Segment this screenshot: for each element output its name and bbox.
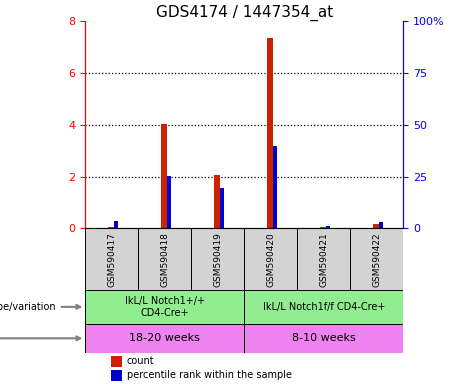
Text: GSM590419: GSM590419 [213,232,222,287]
Bar [220,188,224,228]
Bar [244,290,403,324]
Bar [191,228,244,290]
Bar [214,175,220,228]
Bar [114,221,118,228]
Bar [373,224,379,228]
Text: 18-20 weeks: 18-20 weeks [130,333,200,343]
Text: genotype/variation: genotype/variation [0,302,80,312]
Text: percentile rank within the sample: percentile rank within the sample [127,370,292,380]
Text: GSM590418: GSM590418 [160,232,169,287]
Bar [320,227,326,228]
Text: GSM590422: GSM590422 [372,232,381,286]
Text: 8-10 weeks: 8-10 weeks [292,333,356,343]
Bar [85,228,138,290]
Bar [111,370,122,381]
Text: GSM590421: GSM590421 [319,232,328,286]
Text: count: count [127,356,154,366]
Bar [379,222,383,228]
Bar [273,146,277,228]
Text: age: age [0,333,80,343]
Bar [85,324,244,353]
Bar [167,175,171,228]
Text: GSM590417: GSM590417 [107,232,116,287]
Bar [350,228,403,290]
Bar [326,227,330,228]
Bar [267,38,273,228]
Text: GSM590420: GSM590420 [266,232,275,286]
Text: IkL/L Notch1f/f CD4-Cre+: IkL/L Notch1f/f CD4-Cre+ [263,302,385,312]
Bar [244,324,403,353]
Bar [161,124,167,228]
Bar [111,356,122,367]
Bar [138,228,191,290]
Bar [85,290,244,324]
Title: GDS4174 / 1447354_at: GDS4174 / 1447354_at [156,5,333,21]
Text: IkL/L Notch1+/+
CD4-Cre+: IkL/L Notch1+/+ CD4-Cre+ [125,296,205,318]
Bar [297,228,350,290]
Bar [108,227,114,228]
Bar [244,228,297,290]
